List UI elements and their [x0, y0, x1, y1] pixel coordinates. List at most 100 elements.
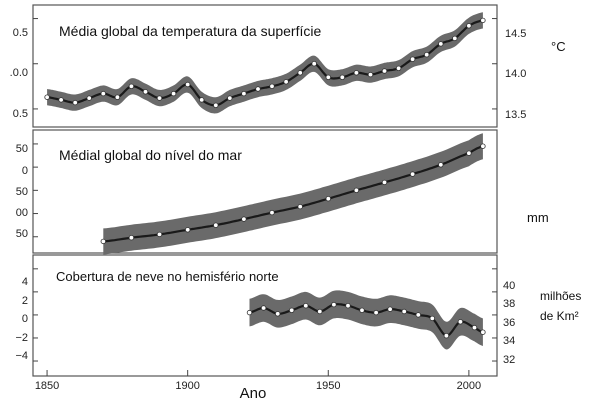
- data-point: [381, 179, 388, 186]
- data-point: [128, 234, 135, 241]
- data-point: [198, 97, 205, 103]
- data-point: [283, 79, 289, 85]
- data-point: [424, 52, 430, 58]
- right-tick-label: 14.5: [505, 28, 526, 40]
- temperature-plot: [33, 12, 497, 114]
- data-point: [72, 99, 78, 106]
- data-point: [241, 216, 247, 222]
- data-point: [415, 312, 421, 318]
- data-point: [100, 238, 106, 245]
- y-tick-label: 50: [16, 186, 28, 198]
- data-point: [466, 150, 472, 156]
- sea-level-title: Médial global do nível do mar: [59, 147, 242, 163]
- data-point: [466, 23, 472, 29]
- data-point: [297, 70, 303, 76]
- data-point: [100, 90, 106, 97]
- uncertainty-band: [47, 12, 483, 114]
- data-point: [184, 227, 191, 233]
- y-tick-label: 4: [22, 276, 28, 288]
- data-point: [213, 102, 219, 108]
- panel-temperature: Média global da temperatura da superfíci…: [10, 4, 566, 128]
- temperature-unit: °C: [551, 39, 566, 54]
- data-point: [241, 90, 247, 97]
- data-point: [142, 89, 149, 95]
- snow-title: Cobertura de neve no hemisfério norte: [56, 269, 279, 284]
- y-tick-label: 0: [22, 165, 28, 177]
- right-tick-label: 38: [503, 298, 515, 310]
- data-point: [353, 70, 360, 76]
- right-tick-label: 36: [503, 317, 515, 329]
- data-point: [246, 309, 253, 316]
- data-point: [114, 94, 121, 100]
- data-point: [44, 94, 50, 100]
- data-point: [331, 301, 337, 308]
- snow-title-box: [44, 262, 344, 288]
- data-point: [170, 90, 177, 97]
- data-point: [289, 307, 295, 313]
- right-tick-label: 32: [503, 354, 515, 366]
- y-tick-label: 2: [22, 295, 28, 307]
- panel-snow-cover: Cobertura de neve no hemisfério norte 4 …: [15, 254, 581, 377]
- data-point: [227, 95, 233, 101]
- data-point: [367, 71, 374, 78]
- data-point: [303, 303, 309, 309]
- right-tick-label: 40: [503, 280, 515, 292]
- right-tick-label: 34: [503, 335, 515, 347]
- y-tick-label: 0.5: [13, 27, 28, 39]
- y-tick-label: 0.5: [13, 108, 28, 120]
- x-tick-label: 1850: [35, 380, 59, 392]
- data-point: [452, 35, 458, 42]
- x-axis: 1850 1900 1950 2000: [35, 370, 481, 392]
- data-point: [345, 303, 351, 309]
- data-point: [409, 56, 416, 62]
- right-tick-label: 13.5: [505, 109, 526, 121]
- data-point: [443, 333, 450, 339]
- data-point: [457, 319, 464, 325]
- data-point: [269, 83, 275, 89]
- temperature-title: Média global da temperatura da superfíci…: [59, 23, 321, 39]
- data-point: [480, 329, 486, 335]
- data-point: [325, 195, 331, 202]
- data-point: [297, 203, 303, 210]
- y-tick-label: .0.0: [10, 67, 28, 79]
- data-point: [260, 305, 267, 311]
- data-point: [156, 231, 163, 238]
- y-tick-label: 0: [22, 313, 28, 325]
- data-point: [401, 308, 407, 315]
- snow-unit-line1: milhões: [540, 289, 581, 303]
- data-point: [156, 95, 163, 101]
- data-point: [213, 222, 219, 228]
- y-tick-label: −2: [15, 332, 28, 344]
- temperature-title-box: [47, 14, 385, 46]
- uncertainty-band: [103, 133, 483, 255]
- data-point: [395, 65, 402, 71]
- x-axis-label: Ano: [240, 385, 267, 402]
- data-point: [381, 68, 388, 74]
- y-tick-label: −4: [15, 350, 28, 362]
- data-point: [325, 74, 331, 80]
- data-point: [480, 143, 486, 149]
- y-tick-label: 50: [16, 143, 28, 155]
- data-point: [317, 308, 323, 315]
- data-point: [275, 311, 281, 317]
- data-point: [438, 162, 444, 168]
- data-point: [184, 81, 191, 88]
- data-point: [409, 171, 416, 177]
- data-point: [359, 307, 365, 313]
- right-tick-label: 14.0: [505, 68, 526, 80]
- data-point: [429, 315, 435, 322]
- data-point: [373, 309, 379, 316]
- data-point: [438, 41, 444, 47]
- x-tick-label: 2000: [457, 380, 481, 392]
- data-point: [339, 74, 345, 80]
- data-point: [480, 17, 486, 24]
- snow-unit-line2: de Km²: [540, 309, 579, 323]
- data-point: [387, 306, 393, 312]
- y-tick-label: 50: [16, 228, 28, 240]
- sea-level-title-box: [47, 140, 297, 168]
- y-tick-label: 00: [16, 207, 28, 219]
- sea-level-plot: [33, 133, 486, 255]
- panel-sea-level: Médial global do nível do mar 50 0 50 00…: [16, 129, 549, 255]
- sea-level-unit: mm: [527, 210, 549, 225]
